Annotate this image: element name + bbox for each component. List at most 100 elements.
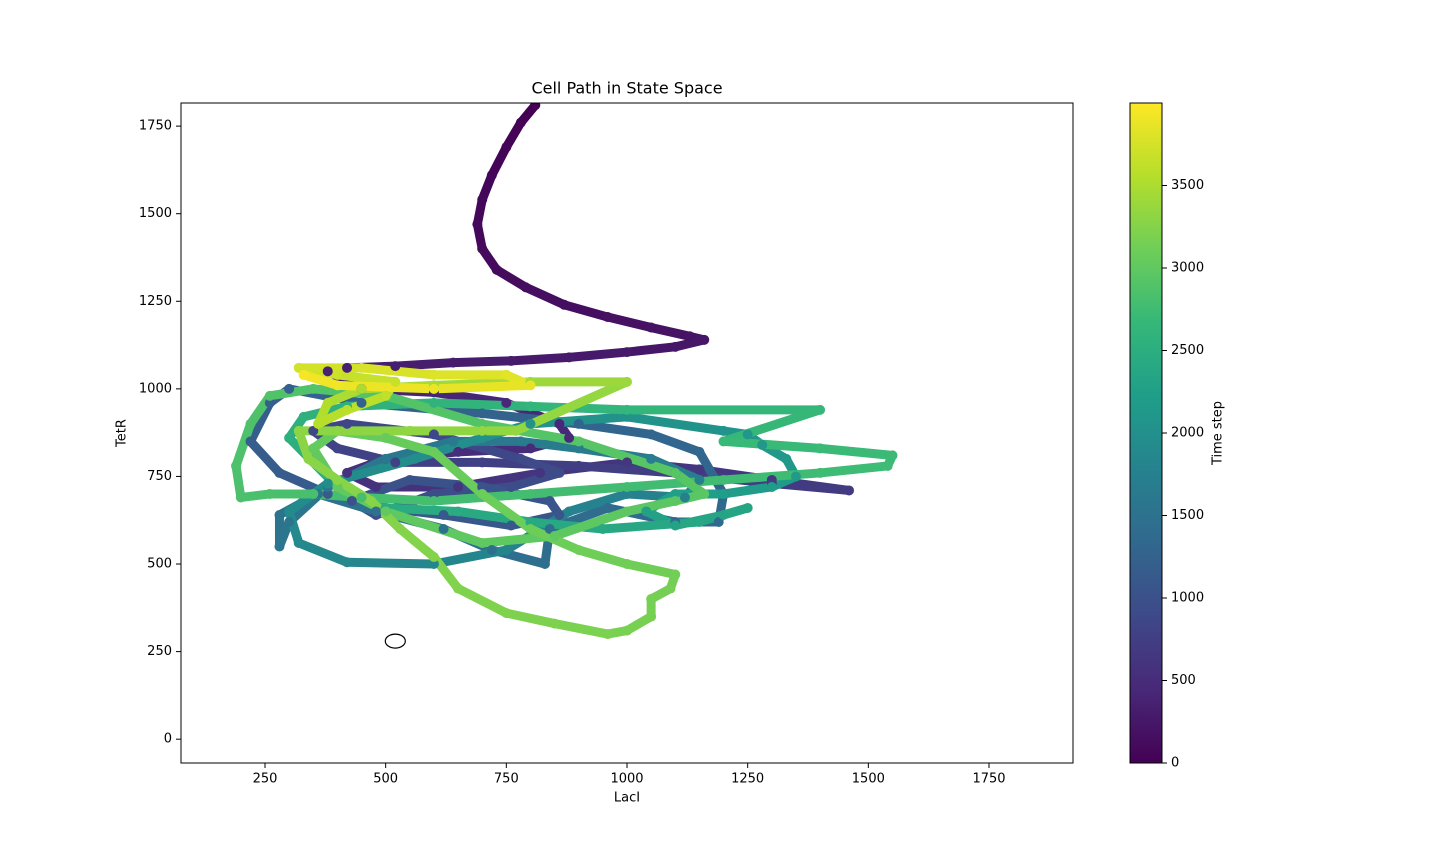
point — [274, 541, 285, 552]
point — [448, 436, 459, 447]
point — [472, 219, 483, 230]
point — [501, 142, 512, 153]
point — [409, 453, 420, 464]
point — [477, 194, 488, 205]
point — [486, 170, 497, 181]
path-segment — [622, 475, 729, 492]
point — [622, 404, 632, 415]
point — [520, 282, 531, 293]
path-segment — [694, 447, 729, 499]
point — [781, 453, 792, 464]
point — [298, 411, 309, 422]
colorbar-tick-label: 2000 — [1171, 426, 1204, 441]
path-segment — [381, 391, 487, 429]
point — [525, 443, 536, 454]
point — [646, 594, 657, 605]
x-axis-label: LacI — [614, 791, 640, 806]
path-segment — [564, 489, 632, 516]
point — [356, 362, 367, 373]
point — [573, 443, 584, 454]
point — [622, 347, 632, 358]
point — [264, 488, 275, 499]
point — [322, 478, 333, 489]
point — [564, 432, 575, 443]
path-segment — [390, 358, 458, 371]
y-axis-label: TetR — [115, 419, 130, 448]
point — [554, 467, 565, 478]
point — [622, 457, 632, 468]
point — [501, 397, 512, 408]
plot-area — [231, 103, 898, 649]
point — [510, 425, 521, 436]
point — [882, 460, 893, 471]
path-segment — [487, 142, 511, 180]
point — [322, 397, 333, 408]
path-segment — [332, 370, 400, 387]
point — [342, 467, 353, 478]
path-segment — [506, 352, 574, 366]
point — [332, 369, 343, 380]
point — [322, 488, 333, 499]
chart-title: Cell Path in State Space — [531, 79, 722, 98]
path-segment — [598, 517, 704, 534]
point — [684, 331, 695, 342]
path-segment — [231, 461, 246, 502]
point — [506, 481, 517, 492]
point — [501, 608, 512, 619]
path-segment — [622, 559, 680, 580]
point — [477, 432, 488, 443]
y-tick-label: 250 — [147, 644, 172, 659]
point — [308, 383, 319, 394]
path-segment — [574, 419, 656, 439]
point — [525, 401, 536, 412]
point — [694, 474, 705, 485]
point — [544, 523, 555, 534]
path-segment — [719, 482, 777, 499]
path-segment — [506, 468, 564, 492]
point — [670, 341, 681, 352]
point — [380, 453, 391, 464]
point — [506, 355, 517, 366]
path-segment — [521, 282, 569, 310]
point — [453, 481, 464, 492]
point — [404, 474, 415, 485]
path-segment — [646, 323, 695, 341]
point — [380, 506, 391, 517]
path-segment — [429, 447, 487, 499]
point — [699, 488, 710, 499]
path-segment — [646, 429, 704, 457]
point — [790, 471, 801, 482]
point — [573, 436, 584, 447]
path-segment — [719, 436, 825, 453]
point — [622, 376, 632, 387]
path-segment — [332, 380, 439, 394]
point — [554, 509, 565, 520]
point — [395, 523, 406, 534]
point — [428, 383, 439, 394]
point — [549, 530, 560, 541]
point — [539, 559, 550, 570]
point — [356, 383, 367, 394]
point — [342, 557, 353, 568]
point — [525, 380, 536, 391]
path-segment — [284, 506, 304, 548]
point — [602, 629, 613, 640]
point — [428, 559, 439, 570]
path-segment — [492, 265, 531, 292]
colorbar-tick-label: 1000 — [1171, 591, 1204, 606]
point — [742, 429, 753, 440]
point — [428, 429, 439, 440]
point — [308, 443, 319, 454]
path-segment — [525, 401, 632, 415]
colorbar-tick-label: 0 — [1171, 756, 1179, 771]
point — [622, 411, 632, 422]
point — [501, 369, 512, 380]
point — [670, 488, 681, 499]
point — [356, 492, 367, 503]
y-tick-label: 1000 — [139, 381, 172, 396]
point — [815, 467, 826, 478]
point — [718, 425, 729, 436]
point — [602, 312, 613, 323]
point — [815, 404, 826, 415]
point — [559, 299, 570, 310]
